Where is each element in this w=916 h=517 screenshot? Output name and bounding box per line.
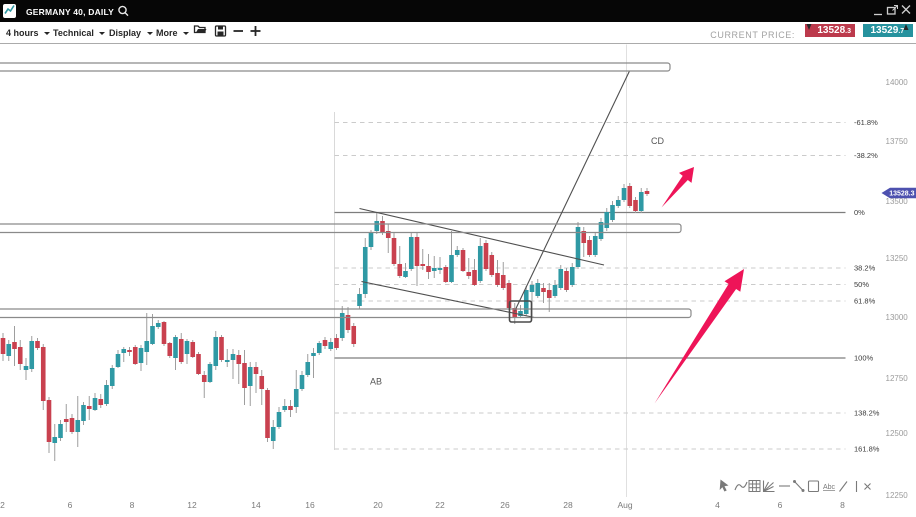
svg-text:22: 22 <box>435 500 445 510</box>
svg-text:13500: 13500 <box>886 197 909 206</box>
svg-text:13000: 13000 <box>886 313 909 322</box>
svg-text:4: 4 <box>715 500 720 510</box>
svg-text:26: 26 <box>500 500 510 510</box>
svg-text:138.2%: 138.2% <box>854 409 880 418</box>
svg-text:-38.2%: -38.2% <box>854 151 878 160</box>
svg-text:14: 14 <box>251 500 261 510</box>
svg-text:6: 6 <box>68 500 73 510</box>
svg-text:12250: 12250 <box>886 491 909 500</box>
svg-text:16: 16 <box>305 500 315 510</box>
svg-text:61.8%: 61.8% <box>854 297 876 306</box>
svg-text:8: 8 <box>130 500 135 510</box>
svg-text:6: 6 <box>778 500 783 510</box>
svg-text:2: 2 <box>0 500 5 510</box>
svg-text:12: 12 <box>187 500 197 510</box>
svg-text:12750: 12750 <box>886 374 909 383</box>
svg-text:Abc: Abc <box>823 484 836 491</box>
svg-text:14000: 14000 <box>886 78 909 87</box>
svg-text:28: 28 <box>563 500 573 510</box>
svg-text:CD: CD <box>651 136 664 146</box>
svg-text:Aug: Aug <box>617 500 632 510</box>
svg-text:13250: 13250 <box>886 254 909 263</box>
svg-text:100%: 100% <box>854 354 874 363</box>
svg-text:-61.8%: -61.8% <box>854 118 878 127</box>
svg-text:20: 20 <box>373 500 383 510</box>
svg-text:50%: 50% <box>854 280 869 289</box>
svg-text:13528.3: 13528.3 <box>889 191 914 198</box>
svg-text:0%: 0% <box>854 208 865 217</box>
svg-text:161.8%: 161.8% <box>854 445 880 454</box>
svg-text:13750: 13750 <box>886 137 909 146</box>
svg-text:8: 8 <box>840 500 845 510</box>
svg-text:12500: 12500 <box>886 429 909 438</box>
svg-text:AB: AB <box>370 377 382 387</box>
svg-text:38.2%: 38.2% <box>854 264 876 273</box>
